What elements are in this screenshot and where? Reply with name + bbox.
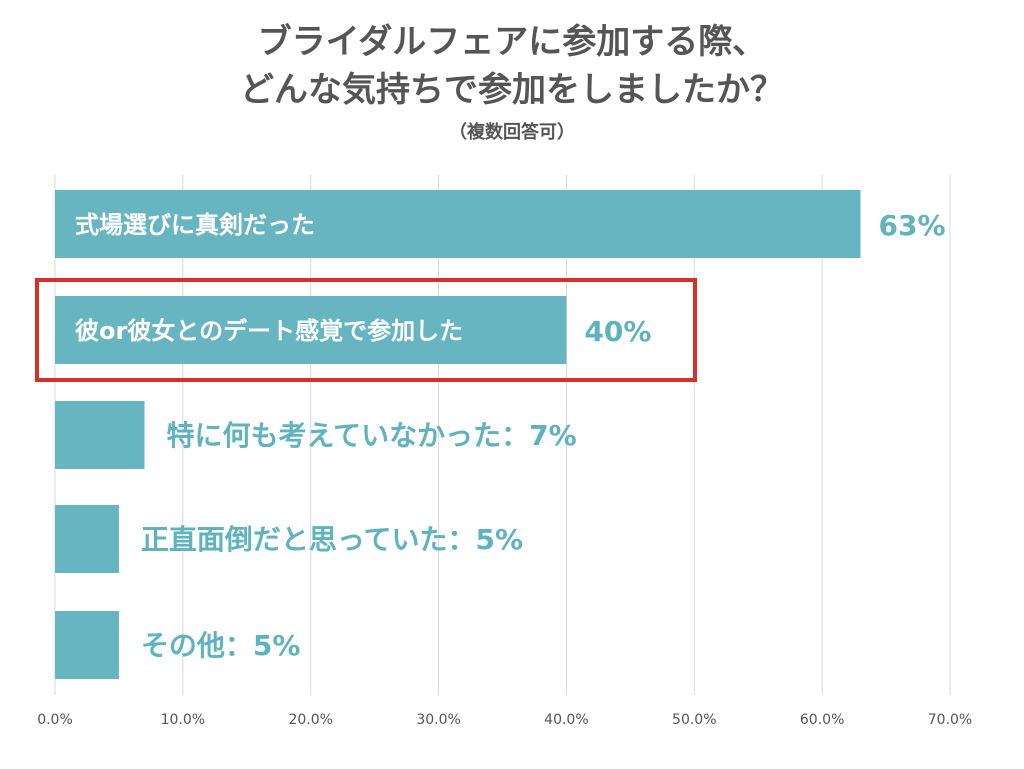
bar [55,190,861,258]
x-tick-label: 60.0% [800,712,844,728]
x-tick-label: 10.0% [161,712,205,728]
x-tick-label: 30.0% [416,712,460,728]
x-tick-label: 70.0% [928,712,972,728]
bar [55,505,119,573]
bar [55,611,119,679]
bar-value-label: 40% [584,315,651,348]
x-tick-label: 40.0% [544,712,588,728]
bar-category-value-label: 特に何も考えていなかった：7% [167,419,577,452]
bar-category-value-label: その他：5% [141,629,301,662]
chart-title-line2: どんな気持ちで参加をしましたか？ [240,70,784,110]
bar-category-label: 式場選びに真剣だった [75,211,315,239]
chart-subtitle: （複数回答可） [449,122,575,143]
bar-category-value-label: 正直面倒だと思っていた：5% [141,523,523,556]
x-tick-label: 20.0% [288,712,332,728]
bar-value-label: 63% [879,209,946,242]
x-tick-label: 50.0% [672,712,716,728]
bar [55,296,567,364]
x-tick-label: 0.0% [37,712,73,728]
chart-title-line1: ブライダルフェアに参加する際、 [257,22,767,62]
highlight-box [35,278,697,382]
bar [55,401,145,469]
bar-category-label: 彼or彼女とのデート感覚で参加した [75,317,463,345]
